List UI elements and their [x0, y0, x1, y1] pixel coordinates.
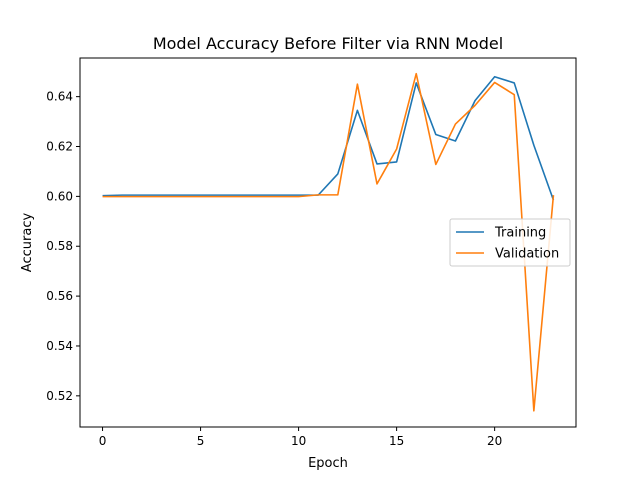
x-tick-label: 0 — [99, 434, 107, 448]
y-tick-label: 0.54 — [46, 339, 73, 353]
y-tick-label: 0.58 — [46, 239, 73, 253]
x-tick-label: 20 — [487, 434, 502, 448]
x-axis-label: Epoch — [308, 456, 348, 471]
legend: Training Validation — [449, 218, 571, 267]
x-tick-label: 5 — [197, 434, 205, 448]
series-line-training — [102, 75, 555, 201]
y-tick-label: 0.52 — [46, 389, 73, 403]
y-tick-label: 0.62 — [46, 140, 73, 154]
chart-title: Model Accuracy Before Filter via RNN Mod… — [153, 34, 503, 53]
legend-box — [449, 218, 571, 267]
legend-label-training: Training — [494, 226, 546, 241]
plot-frame — [79, 57, 577, 428]
y-tick-label: 0.60 — [46, 189, 73, 203]
series-line-validation — [102, 72, 555, 412]
x-tick-label: 10 — [291, 434, 306, 448]
y-axis-label: Accuracy — [20, 213, 35, 273]
y-tick-label: 0.64 — [46, 90, 73, 104]
x-tick-label: 15 — [389, 434, 404, 448]
y-tick-label: 0.56 — [46, 289, 73, 303]
legend-label-validation: Validation — [495, 247, 559, 262]
